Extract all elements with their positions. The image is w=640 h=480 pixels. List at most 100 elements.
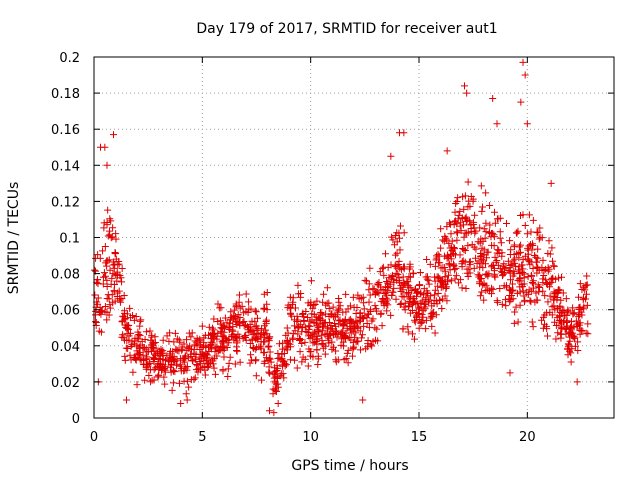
data-point [422, 273, 430, 281]
data-point [400, 263, 408, 271]
data-point [540, 271, 548, 279]
data-point [358, 331, 366, 339]
data-point [266, 369, 274, 377]
data-point [282, 361, 290, 369]
x-tick-label: 10 [302, 430, 319, 445]
data-point [544, 264, 552, 272]
data-point [484, 286, 492, 294]
data-point [493, 215, 501, 223]
data-point [342, 290, 350, 298]
data-point [559, 289, 567, 297]
data-point [178, 345, 186, 353]
data-point [393, 238, 401, 246]
data-point [107, 280, 115, 288]
data-point [395, 229, 403, 237]
data-point [210, 364, 218, 372]
data-point [262, 326, 270, 334]
data-point [187, 376, 195, 384]
data-point [445, 271, 453, 279]
data-point [204, 343, 212, 351]
data-point [491, 253, 499, 261]
data-point [191, 374, 199, 382]
data-point [211, 370, 219, 378]
data-point [120, 313, 128, 321]
data-point [319, 298, 327, 306]
data-point [396, 234, 404, 242]
data-point [366, 264, 374, 272]
data-point [464, 242, 472, 250]
data-point [472, 245, 480, 253]
data-point [454, 279, 462, 287]
data-point [173, 346, 181, 354]
data-point [318, 311, 326, 319]
data-point [334, 306, 342, 314]
data-point [460, 246, 468, 254]
data-point [323, 329, 331, 337]
data-point [509, 280, 517, 288]
data-point [169, 366, 177, 374]
data-point [428, 322, 436, 330]
data-point [563, 317, 571, 325]
data-point [371, 302, 379, 310]
data-point [97, 308, 105, 316]
data-point [390, 284, 398, 292]
data-point [576, 303, 584, 311]
data-point [224, 365, 232, 373]
data-point [198, 344, 206, 352]
data-point [480, 225, 488, 233]
data-point [471, 229, 479, 237]
data-point [307, 331, 315, 339]
data-point [213, 343, 221, 351]
data-point [385, 282, 393, 290]
data-point [560, 306, 568, 314]
data-point [296, 293, 304, 301]
data-point [496, 228, 504, 236]
data-point [516, 288, 524, 296]
data-point [304, 313, 312, 321]
data-point [485, 229, 493, 237]
data-point [282, 344, 290, 352]
data-point [432, 311, 440, 319]
data-point [482, 286, 490, 294]
y-tick-label: 0.18 [51, 87, 80, 102]
data-point [169, 379, 177, 387]
data-point [565, 329, 573, 337]
data-point [363, 314, 371, 322]
data-point [405, 302, 413, 310]
data-point [460, 233, 468, 241]
data-point [235, 291, 243, 299]
data-point [166, 347, 174, 355]
data-point [328, 338, 336, 346]
data-point [438, 304, 446, 312]
data-point [171, 329, 179, 337]
data-point [263, 300, 271, 308]
data-point [312, 319, 320, 327]
data-point [361, 276, 369, 284]
data-point [100, 269, 108, 277]
data-point [301, 338, 309, 346]
data-point [470, 243, 478, 251]
data-point [342, 308, 350, 316]
data-point [409, 270, 417, 278]
data-point [478, 207, 486, 215]
data-point [546, 292, 554, 300]
data-point [286, 303, 294, 311]
data-point [516, 301, 524, 309]
data-point [552, 322, 560, 330]
data-point [350, 333, 358, 341]
data-point [296, 336, 304, 344]
data-point [477, 259, 485, 267]
data-point [531, 252, 539, 260]
data-point [107, 234, 115, 242]
data-point [452, 272, 460, 280]
data-point [398, 292, 406, 300]
data-point [92, 254, 100, 262]
data-point [506, 369, 514, 377]
data-point [103, 316, 111, 324]
data-point [550, 262, 558, 270]
data-point [584, 330, 592, 338]
data-point [565, 341, 573, 349]
data-point [431, 329, 439, 337]
data-point [432, 256, 440, 264]
